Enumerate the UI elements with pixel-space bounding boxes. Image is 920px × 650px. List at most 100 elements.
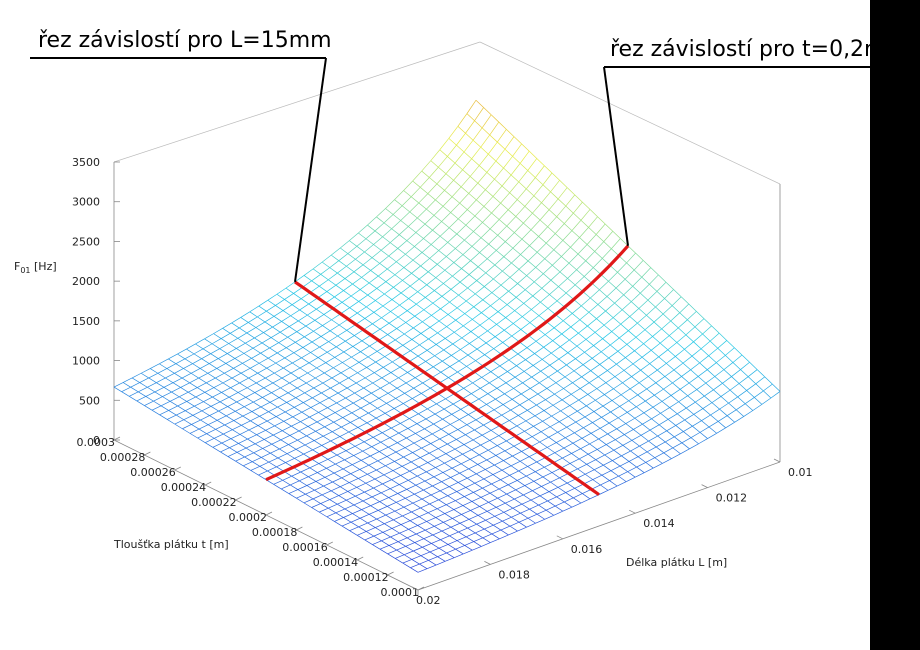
mesh-line: [490, 114, 500, 123]
mesh-line: [165, 377, 174, 384]
mesh-line: [470, 324, 481, 332]
mesh-line: [586, 464, 595, 471]
mesh-line: [535, 471, 544, 478]
mesh-line: [469, 336, 479, 344]
mesh-line: [159, 358, 169, 365]
mesh-line: [382, 432, 390, 438]
mesh-line: [585, 339, 594, 346]
mesh-line: [512, 455, 521, 462]
mesh-line: [640, 369, 649, 377]
mesh-line: [334, 412, 343, 418]
mesh-line: [538, 308, 549, 316]
mesh-line: [299, 476, 309, 482]
mesh-line: [342, 464, 353, 470]
mesh-line: [382, 299, 393, 307]
mesh-line: [408, 525, 418, 530]
mesh-line: [478, 153, 489, 166]
mesh-line: [277, 347, 287, 354]
mesh-line: [405, 498, 414, 504]
mesh-line: [361, 455, 371, 461]
mesh-line: [234, 358, 243, 364]
mesh-line: [359, 417, 368, 424]
mesh-line: [641, 356, 650, 364]
mesh-line: [180, 387, 189, 393]
mesh-line: [527, 466, 536, 472]
mesh-line: [679, 312, 688, 321]
mesh-line: [608, 357, 617, 365]
mesh-line: [244, 456, 253, 462]
mesh-line: [743, 410, 754, 417]
mesh-line: [480, 237, 489, 245]
mesh-line: [248, 372, 258, 379]
mesh-line: [349, 526, 359, 531]
y-tick-mark: [387, 571, 394, 576]
mesh-line: [528, 456, 537, 463]
mesh-line: [590, 289, 600, 299]
mesh-line: [434, 522, 444, 527]
mesh-line: [632, 363, 641, 371]
mesh-line: [397, 437, 407, 443]
mesh-line: [478, 330, 488, 338]
mesh-line: [347, 487, 357, 492]
mesh-line: [594, 464, 604, 471]
mesh-line: [525, 420, 534, 427]
mesh-line: [432, 485, 441, 492]
mesh-line: [359, 412, 369, 419]
mesh-line: [465, 434, 474, 441]
mesh-line: [195, 338, 205, 345]
mesh-line: [697, 369, 708, 377]
mesh-line: [329, 267, 338, 274]
mesh-line: [395, 558, 403, 564]
mesh-line: [540, 301, 549, 309]
mesh-line: [395, 339, 404, 346]
mesh-line: [374, 474, 385, 480]
mesh-line: [338, 260, 347, 267]
mesh-line: [250, 415, 260, 422]
mesh-line: [560, 410, 569, 417]
mesh-line: [406, 489, 415, 495]
mesh-line: [625, 423, 634, 430]
mesh-line: [722, 383, 731, 391]
mesh-line: [358, 224, 368, 234]
mesh-line: [378, 268, 388, 277]
mesh-line: [245, 337, 255, 344]
mesh-line: [442, 472, 451, 478]
mesh-line: [329, 324, 340, 332]
mesh-line: [443, 283, 452, 290]
mesh-line: [479, 165, 488, 173]
mesh-line: [500, 192, 510, 204]
z-tick-label: 2500: [72, 235, 100, 248]
mesh-line: [462, 254, 471, 261]
mesh-line: [315, 476, 326, 482]
mesh-line: [627, 466, 637, 472]
mesh-line: [395, 393, 405, 399]
mesh-line: [320, 499, 330, 504]
mesh-line: [510, 404, 520, 411]
mesh-line: [357, 312, 366, 319]
mesh-line: [645, 394, 655, 402]
mesh-line: [256, 430, 266, 436]
mesh-line: [694, 318, 705, 328]
mesh-line: [495, 455, 504, 461]
mesh-line: [427, 271, 437, 278]
mesh-line: [513, 388, 522, 395]
mesh-line: [271, 392, 280, 398]
x-tick-label: 0.018: [498, 568, 530, 581]
mesh-line: [527, 404, 537, 411]
mesh-line: [424, 476, 435, 482]
mesh-line: [502, 399, 513, 405]
mesh-line: [200, 415, 210, 421]
mesh-line: [227, 452, 238, 457]
mesh-line: [477, 511, 488, 516]
mesh-line: [663, 447, 674, 454]
mesh-line: [354, 441, 365, 447]
mesh-line: [383, 361, 393, 368]
mesh-line: [422, 321, 431, 328]
mesh-line: [752, 404, 763, 411]
mesh-line: [345, 450, 354, 456]
mesh-line: [424, 366, 434, 373]
mesh-line: [460, 409, 469, 415]
mesh-line: [368, 464, 377, 471]
mesh-line: [327, 454, 338, 460]
mesh-line: [661, 328, 670, 336]
